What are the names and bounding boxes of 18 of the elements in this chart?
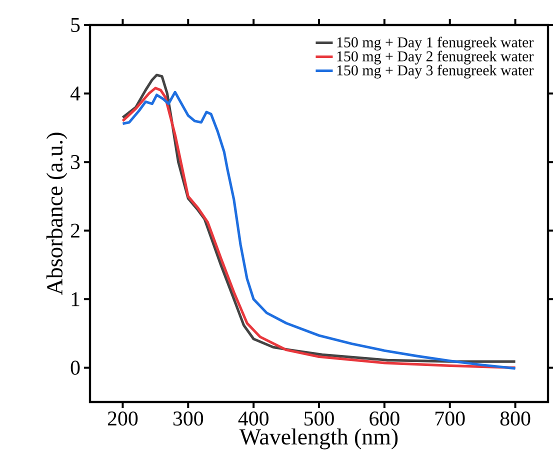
y-tick-label: 2 — [70, 224, 80, 238]
y-tick-label: 1 — [72, 292, 80, 306]
x-tick-label: 300 — [173, 412, 204, 426]
x-tick-label: 800 — [500, 412, 530, 426]
y-tick-label: 4 — [70, 86, 80, 100]
x-tick-label: 200 — [108, 412, 138, 426]
legend-label: 150 mg + Day 3 fenugreek water — [337, 64, 534, 78]
y-tick-label: 0 — [70, 360, 80, 375]
x-tick-label: 700 — [436, 412, 465, 426]
y-tick-label: 3 — [71, 155, 80, 170]
x-axis-title: Wavelength (nm) — [239, 428, 398, 450]
x-tick-label: 400 — [238, 412, 268, 426]
y-tick-label: 5 — [71, 18, 80, 32]
legend-label: 150 mg + Day 2 fenugreek water — [337, 50, 534, 64]
x-tick-label: 500 — [304, 412, 334, 426]
x-tick-label: 600 — [370, 412, 400, 426]
y-axis-title: Absorbance (a.u.) — [46, 132, 68, 296]
legend-label: 150 mg + Day 1 fenugreek water — [337, 36, 534, 50]
